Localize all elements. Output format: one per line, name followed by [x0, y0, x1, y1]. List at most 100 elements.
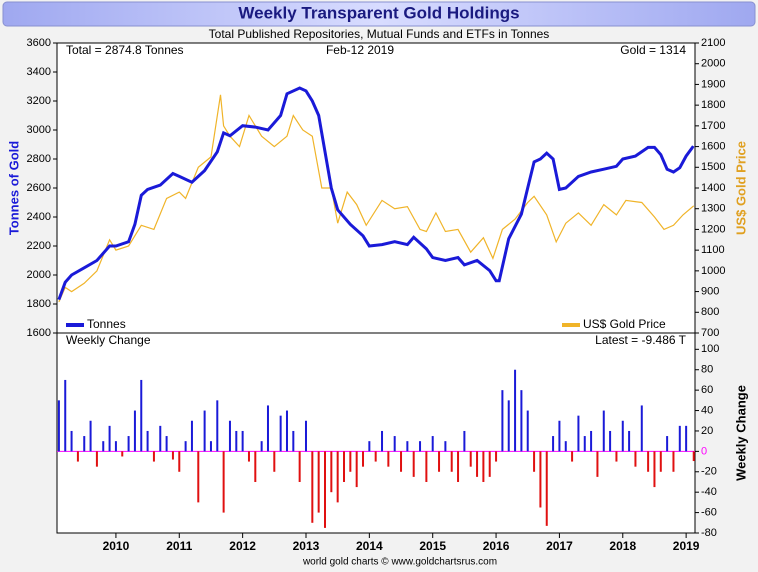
bar [178, 451, 181, 472]
y2-tick-label: 700 [701, 327, 719, 339]
bar [501, 390, 504, 452]
y-tick-label: 80 [701, 364, 713, 376]
bar [298, 451, 301, 482]
bar [260, 441, 263, 452]
y2-tick-label: 1900 [701, 78, 725, 90]
y2-tick-label: 1500 [701, 161, 725, 173]
annotation: Total = 2874.8 Tonnes [66, 43, 184, 57]
bar [685, 425, 688, 452]
bar [108, 425, 111, 452]
bar [279, 415, 282, 452]
bar [184, 441, 187, 452]
y-tick-label: 20 [701, 425, 713, 437]
bar [678, 425, 681, 452]
bar [672, 451, 675, 472]
bar [355, 451, 358, 488]
bar [634, 451, 637, 467]
panel-title: Weekly Change [66, 333, 151, 347]
bar [247, 451, 250, 462]
x-tick-label: 2014 [356, 539, 383, 553]
y-tick-label: 2400 [27, 211, 51, 223]
bar [285, 410, 288, 452]
bar [190, 420, 193, 452]
bar [469, 451, 472, 467]
bar [317, 451, 320, 513]
x-tick-label: 2010 [103, 539, 130, 553]
y-tick-label: 40 [701, 404, 713, 416]
bar [197, 451, 200, 503]
bar [412, 451, 415, 477]
bar [374, 451, 377, 462]
y-tick-label: 3200 [27, 95, 51, 107]
y-tick-label: 2200 [27, 240, 51, 252]
bar [95, 451, 98, 467]
bar [76, 451, 79, 462]
bar [70, 430, 73, 452]
bar [336, 451, 339, 503]
bar [539, 451, 542, 508]
bar [387, 451, 390, 467]
bar [583, 436, 586, 452]
bar [216, 400, 219, 452]
bar [533, 451, 536, 472]
y2-tick-label: 1000 [701, 265, 725, 277]
line-series [57, 86, 695, 301]
bar [450, 451, 453, 472]
bar [127, 436, 130, 452]
bar [64, 379, 67, 452]
y2-tick-label: 1800 [701, 99, 725, 111]
bar [659, 451, 662, 472]
bar [235, 430, 238, 452]
x-tick-label: 2016 [483, 539, 510, 553]
bar [431, 436, 434, 452]
title-banner [2, 1, 756, 27]
bar [165, 436, 168, 452]
y-axis-title: Tonnes of Gold [6, 141, 21, 235]
y-tick-label: -60 [701, 506, 717, 518]
y-tick-label: 1600 [27, 327, 51, 339]
bar [330, 451, 333, 493]
bar [488, 451, 491, 477]
line-series [58, 94, 695, 303]
bar [400, 451, 403, 472]
bar [304, 420, 307, 452]
y2-tick-label: 1100 [701, 244, 725, 256]
bar [57, 400, 60, 452]
bar [647, 451, 650, 472]
x-tick-label: 2019 [673, 539, 700, 553]
bar [444, 441, 447, 452]
bar [602, 410, 605, 452]
y2-tick-label: 1300 [701, 203, 725, 215]
bar [425, 451, 428, 482]
annotation: Gold = 1314 [620, 43, 686, 57]
bar [495, 451, 498, 462]
bar [571, 451, 574, 462]
y2-tick-label: 1700 [701, 120, 725, 132]
bar [514, 369, 517, 452]
annotation: Feb-12 2019 [326, 43, 394, 57]
bar [209, 441, 212, 452]
bar [438, 451, 441, 472]
y2-axis-title: US$ Gold Price [733, 141, 748, 235]
y-axis-title: Weekly Change [733, 385, 748, 481]
y2-tick-label: 1200 [701, 223, 725, 235]
bar [203, 410, 206, 452]
y-tick-label: -80 [701, 527, 717, 539]
bar [89, 420, 92, 452]
bar [615, 451, 618, 462]
bar [114, 441, 117, 452]
bar [159, 425, 162, 452]
y-tick-label: 100 [701, 343, 719, 355]
bar [463, 430, 466, 452]
bar [590, 430, 593, 452]
bar [692, 451, 695, 462]
bar [222, 451, 225, 513]
bar [552, 436, 555, 452]
bar [273, 451, 276, 472]
bar [640, 405, 643, 452]
y2-tick-label: 900 [701, 285, 719, 297]
x-tick-label: 2017 [546, 539, 573, 553]
footer: world gold charts © www.goldchartsrus.co… [302, 557, 497, 568]
bar [381, 430, 384, 452]
